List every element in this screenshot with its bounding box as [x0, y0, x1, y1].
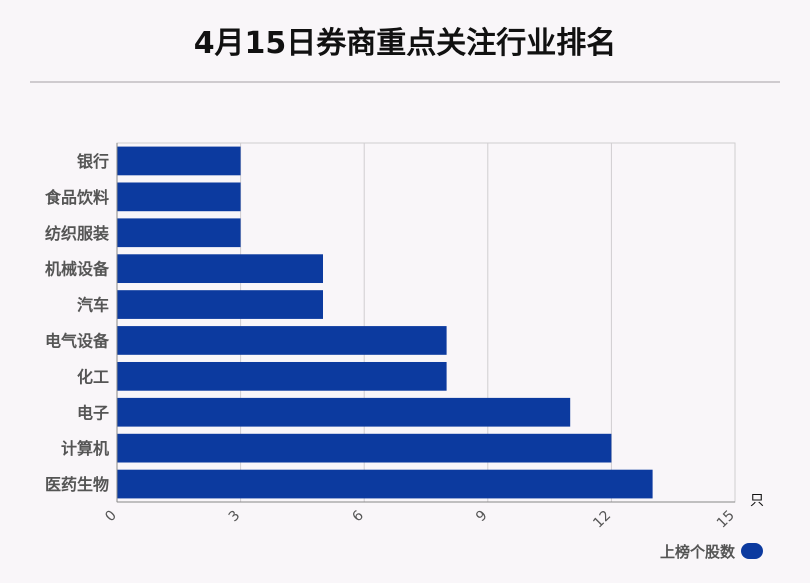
- bar-6: [117, 326, 447, 355]
- title-divider: [30, 81, 780, 83]
- category-label-1: 银行: [77, 152, 109, 171]
- legend: 上榜个股数: [660, 540, 764, 562]
- x-tick-label-1: 3: [226, 508, 244, 526]
- bar-7: [117, 361, 447, 391]
- x-tick-label-4: 12: [590, 508, 614, 532]
- x-axis-unit: 只: [750, 493, 764, 509]
- x-tick-label-0: 0: [102, 508, 120, 526]
- category-label-9: 计算机: [61, 439, 109, 458]
- bar-3: [117, 218, 241, 248]
- category-label-6: 电气设备: [45, 331, 110, 350]
- category-label-3: 纺织服装: [45, 224, 109, 243]
- bar-8: [117, 397, 571, 427]
- category-label-8: 电子: [77, 403, 109, 422]
- category-label-4: 机械设备: [45, 260, 110, 279]
- bar-2: [117, 182, 241, 212]
- x-tick-label-3: 9: [473, 508, 491, 526]
- bar-9: [117, 433, 612, 463]
- legend-label: 上榜个股数: [660, 542, 736, 561]
- chart-title: 4月15日券商重点关注行业排名: [193, 26, 617, 61]
- category-label-5: 汽车: [77, 296, 109, 315]
- bar-4: [117, 254, 323, 284]
- category-label-10: 医药生物: [45, 475, 109, 494]
- category-label-7: 化工: [77, 367, 109, 386]
- category-label-2: 食品饮料: [44, 188, 109, 207]
- bar-5: [117, 290, 323, 319]
- legend-swatch: [741, 543, 764, 559]
- x-tick-label-2: 6: [349, 507, 367, 525]
- bar-1: [117, 146, 241, 176]
- bar-10: [117, 469, 653, 499]
- x-tick-label-5: 15: [714, 508, 738, 532]
